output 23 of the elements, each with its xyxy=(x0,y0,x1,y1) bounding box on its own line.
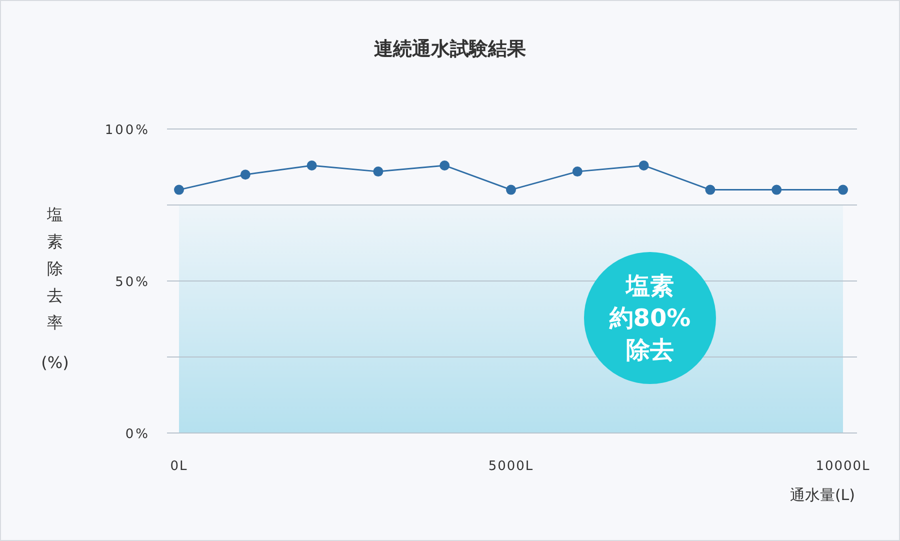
x-tick-label: 0L xyxy=(170,459,188,474)
y-tick-label: 100% xyxy=(104,123,150,138)
point xyxy=(373,166,384,177)
annotation: 約80% xyxy=(608,304,691,332)
point xyxy=(638,160,649,170)
y-tick-label: 0% xyxy=(125,427,150,442)
point xyxy=(174,184,184,195)
point xyxy=(506,184,516,195)
chart-title: 連続通水試験結果 xyxy=(374,38,527,60)
point xyxy=(772,184,782,195)
text: 塩素除去率(%) xyxy=(41,205,69,372)
point xyxy=(240,170,250,180)
point xyxy=(440,160,450,170)
x-tick-label: 5000L xyxy=(488,459,534,474)
x-axis-title: 通水量(L) xyxy=(790,486,855,504)
x-tick-label: 10000L xyxy=(816,459,870,474)
annotation: 塩素 xyxy=(625,272,674,300)
point xyxy=(306,160,317,170)
y-tick-label: 50% xyxy=(115,275,150,290)
point xyxy=(838,184,848,195)
point xyxy=(705,184,716,195)
annotation: 除去 xyxy=(626,336,674,364)
point xyxy=(572,166,582,177)
